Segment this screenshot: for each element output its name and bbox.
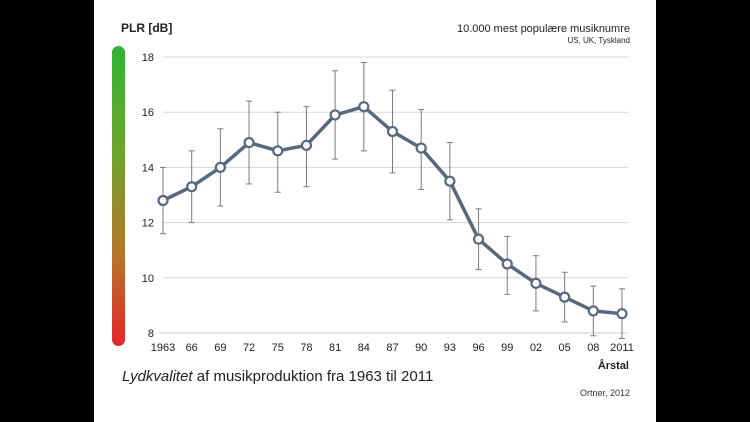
x-tick-label: 02 (530, 342, 542, 354)
data-point (272, 145, 284, 157)
y-tick-label: 16 (142, 107, 154, 119)
y-tick-label: 8 (148, 328, 154, 340)
y-tick-label: 12 (142, 218, 154, 230)
x-tick-label: 2011 (610, 342, 634, 354)
y-tick-label: 10 (142, 273, 154, 285)
data-point (243, 136, 255, 149)
data-point (300, 139, 313, 151)
x-tick-label: 1963 (151, 342, 175, 354)
x-tick-label: 08 (587, 342, 599, 354)
data-point (214, 161, 226, 173)
caption-italic: Lydkvalitet (122, 368, 193, 385)
x-tick-label: 90 (415, 342, 427, 354)
x-tick-label: 99 (501, 342, 513, 354)
slide: PLR [dB] 10.000 mest populære musiknumre… (94, 0, 656, 422)
data-point (472, 233, 485, 245)
x-tick-label: 75 (272, 342, 284, 354)
data-point (386, 125, 399, 138)
data-point (501, 258, 513, 270)
x-tick-label: 72 (243, 342, 255, 354)
caption-rest: af musikproduktion fra 1963 til 2011 (192, 368, 434, 385)
x-tick-label: 81 (329, 342, 341, 354)
data-point (587, 305, 599, 317)
chart-title: 10.000 mest populære musiknumre (456, 23, 630, 35)
x-axis-label: Årstal (598, 359, 629, 372)
data-point (616, 308, 628, 320)
x-tick-label: 78 (300, 342, 312, 354)
x-tick-label: 96 (472, 342, 484, 354)
data-point (415, 142, 427, 154)
data-point (329, 109, 341, 121)
data-point (186, 181, 198, 193)
x-tick-label: 84 (358, 342, 370, 354)
data-point (157, 194, 169, 207)
data-point (530, 277, 542, 289)
quality-gradient-bar (112, 46, 125, 346)
data-point (358, 101, 370, 113)
y-axis-label: PLR [dB] (121, 21, 173, 35)
chart-subtitle: US, UK, Tyskland (567, 36, 630, 45)
x-tick-label: 69 (214, 342, 226, 354)
data-point (444, 175, 456, 187)
y-tick-label: 14 (142, 162, 154, 174)
data-point (559, 291, 571, 303)
y-tick-label: 18 (142, 52, 154, 64)
x-tick-label: 66 (186, 342, 198, 354)
caption: Lydkvalitet af musikproduktion fra 1963 … (122, 368, 433, 385)
x-tick-label: 87 (386, 342, 398, 354)
x-tick-label: 93 (444, 342, 456, 354)
x-tick-label: 05 (559, 342, 571, 354)
credit: Ortner, 2012 (579, 388, 630, 398)
chart-title-block: 10.000 mest populære musiknumre US, UK, … (457, 23, 630, 45)
